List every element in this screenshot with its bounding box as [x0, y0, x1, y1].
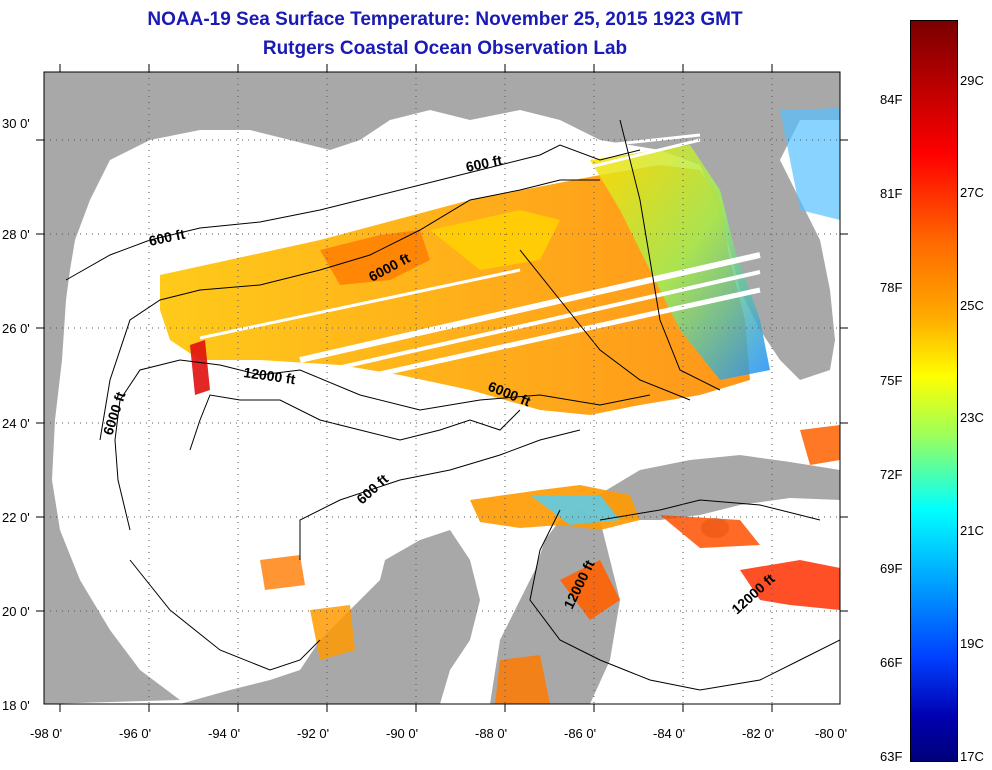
- colorbar-c-label: 21C: [960, 523, 984, 538]
- x-tick-label: -96 0': [119, 726, 151, 741]
- contour-label-12000-center: 12000 ft: [243, 364, 297, 387]
- yucatan-land: [490, 510, 620, 704]
- mexico-south-land: [180, 530, 480, 704]
- temperature-colorbar: [910, 20, 958, 762]
- depth-contours: [65, 119, 840, 691]
- contour-label-600-west: 600 ft: [147, 226, 186, 249]
- map-frame: [43, 71, 841, 705]
- y-tick-label: 18 0': [2, 698, 30, 713]
- contour-label-600-north: 600 ft: [464, 152, 503, 175]
- x-tick-label: -84 0': [653, 726, 685, 741]
- x-tick-label: -86 0': [564, 726, 596, 741]
- colorbar-c-label: 25C: [960, 298, 984, 313]
- colorbar-f-label: 69F: [880, 561, 903, 576]
- map-subtitle: Rutgers Coastal Ocean Observation Lab: [262, 38, 628, 59]
- colorbar-c-label: 17C: [960, 749, 984, 764]
- y-tick-label: 22 0': [2, 510, 30, 525]
- colorbar-c-label: 29C: [960, 73, 984, 88]
- colorbar-c-label: 19C: [960, 636, 984, 651]
- x-tick-label: -88 0': [475, 726, 507, 741]
- map-title: NOAA-19 Sea Surface Temperature: Novembe…: [147, 9, 743, 30]
- cuba-land: [590, 455, 840, 520]
- colorbar-c-label: 27C: [960, 185, 984, 200]
- mexico-land: [44, 300, 180, 704]
- colorbar-f-label: 63F: [880, 749, 903, 764]
- x-tick-label: -80 0': [815, 726, 847, 741]
- axis-ticks: [36, 64, 848, 712]
- x-tick-label: -94 0': [208, 726, 240, 741]
- colorbar-f-label: 75F: [880, 373, 903, 388]
- colorbar-f-label: 84F: [880, 92, 903, 107]
- scan-gaps: [149, 133, 761, 388]
- x-tick-label: -92 0': [297, 726, 329, 741]
- map-area: 600 ft 600 ft 6000 ft 6000 ft 6000 ft 12…: [44, 72, 840, 704]
- x-axis-labels: -98 0' -96 0' -94 0' -92 0' -90 0' -88 0…: [30, 726, 847, 741]
- y-tick-label: 20 0': [2, 604, 30, 619]
- y-tick-label: 28 0': [2, 227, 30, 242]
- x-tick-label: -98 0': [30, 726, 62, 741]
- sst-data: [160, 108, 840, 704]
- colorbar-f-label: 81F: [880, 186, 903, 201]
- x-tick-label: -90 0': [386, 726, 418, 741]
- y-tick-label: 26 0': [2, 321, 30, 336]
- graticule: [44, 72, 840, 704]
- colorbar-f-label: 78F: [880, 280, 903, 295]
- x-tick-label: -82 0': [742, 726, 774, 741]
- colorbar-f-label: 66F: [880, 655, 903, 670]
- y-axis-labels: 18 0' 20 0' 22 0' 24 0' 26 0' 28 0' 30 0…: [2, 116, 30, 713]
- y-tick-label: 24 0': [2, 416, 30, 431]
- colorbar-c-label: 23C: [960, 410, 984, 425]
- colorbar-f-label: 72F: [880, 467, 903, 482]
- y-tick-label: 30 0': [2, 116, 30, 131]
- us-land: [44, 72, 840, 380]
